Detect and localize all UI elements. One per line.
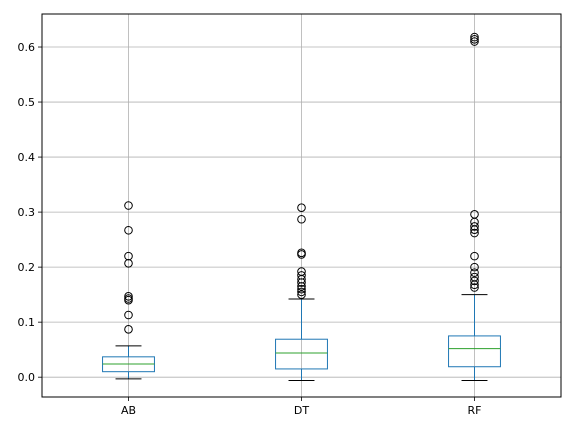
y-tick-label: 0.2 — [18, 261, 36, 274]
iqr-box — [448, 335, 501, 368]
flier-point — [470, 228, 479, 238]
y-tick-label: 0.5 — [18, 96, 36, 109]
x-tick-label: RF — [468, 404, 482, 417]
flier-point — [124, 310, 133, 320]
flier-point — [470, 251, 479, 261]
flier-point — [297, 267, 306, 276]
flier-point — [470, 272, 479, 282]
iqr-box — [275, 338, 328, 370]
flier-point — [124, 225, 133, 235]
flier-point — [470, 222, 479, 231]
y-tick-label: 0.3 — [18, 206, 36, 219]
flier-point — [124, 291, 133, 301]
flier-point — [124, 294, 133, 303]
y-tick-label: 0.0 — [18, 371, 36, 384]
box-dt — [275, 203, 328, 381]
flier-point — [470, 35, 479, 44]
flier-point — [470, 32, 479, 42]
y-tick-label: 0.6 — [18, 41, 36, 54]
x-tick-label: AB — [121, 404, 136, 417]
x-tick-label: DT — [294, 404, 309, 417]
flier-point — [297, 287, 306, 297]
flier-point — [470, 262, 479, 272]
flier-point — [470, 276, 479, 286]
box-ab — [102, 201, 155, 380]
flier-point — [124, 325, 133, 334]
flier-point — [470, 268, 479, 277]
boxes — [102, 32, 501, 381]
flier-point — [297, 203, 306, 213]
flier-point — [297, 214, 306, 224]
flier-point — [297, 290, 306, 299]
flier-point — [470, 210, 479, 219]
flier-point — [297, 248, 306, 258]
flier-point — [470, 37, 479, 46]
flier-point — [297, 271, 306, 280]
x-axis: AB DT RF — [121, 397, 482, 417]
y-tick-label: 0.1 — [18, 316, 36, 329]
flier-point — [470, 283, 479, 292]
y-tick-label: 0.4 — [18, 151, 36, 164]
y-axis: 0.0 0.1 0.2 0.3 0.4 0.5 0.6 — [18, 41, 42, 384]
flier-point — [297, 284, 306, 294]
box-rf — [448, 32, 501, 381]
flier-point — [124, 201, 133, 210]
flier-point — [124, 251, 133, 261]
